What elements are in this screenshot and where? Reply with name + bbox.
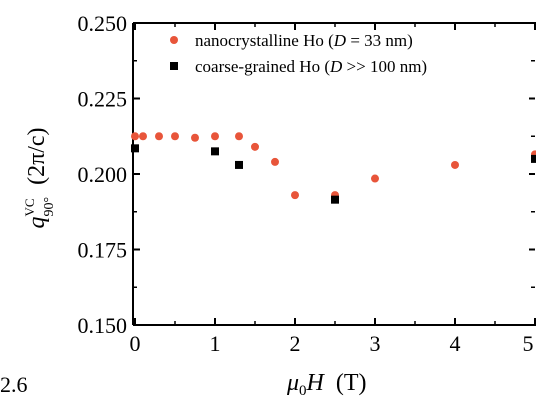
legend-entry-2: coarse-grained Ho (D >> 100 nm) — [195, 57, 427, 76]
y-tick-label: 0.200 — [78, 162, 128, 187]
data-point-square — [531, 154, 536, 163]
data-point-square — [211, 147, 219, 156]
data-point-circle — [291, 191, 299, 200]
x-tick-label: 0 — [130, 331, 141, 356]
data-point-circle — [451, 160, 459, 169]
data-point-circle — [131, 132, 139, 141]
data-point-circle — [235, 132, 243, 141]
series-layer — [131, 132, 536, 204]
x-tick-label: 3 — [370, 331, 381, 356]
data-point-circle — [155, 132, 163, 141]
data-point-circle — [139, 132, 147, 141]
data-point-square — [331, 195, 339, 204]
data-point-circle — [171, 132, 179, 141]
y-tick-label: 0.250 — [78, 11, 128, 36]
x-tick-label: 4 — [450, 331, 461, 356]
y-tick-label: 0.225 — [78, 87, 128, 112]
y-ticks: 0.150 0.175 0.200 0.225 0.250 — [78, 11, 535, 338]
y-tick-label: 0.150 — [78, 313, 128, 338]
x-axis-label: μ0H (T) — [286, 370, 367, 397]
legend-marker-square — [170, 62, 178, 70]
data-point-square — [131, 144, 139, 153]
y-axis-label-text: qVC 90° (2π/c) — [22, 127, 57, 228]
x-tick-label: 5 — [523, 331, 534, 356]
data-point-circle — [251, 142, 259, 151]
series-square — [131, 144, 536, 204]
edge-text: 2.6 — [0, 372, 28, 397]
data-point-circle — [371, 174, 379, 183]
series-circle — [131, 132, 536, 200]
y-tick-label: 0.175 — [78, 238, 128, 263]
data-point-square — [235, 160, 243, 169]
data-point-circle — [211, 132, 219, 141]
legend-entry-1: nanocrystalline Ho (D = 33 nm) — [195, 31, 413, 50]
x-tick-label: 2 — [290, 331, 301, 356]
bottom-left-fragment: 2.6 — [0, 372, 28, 397]
axis-labels: μ0H (T) qVC 90° (2π/c) — [22, 127, 367, 397]
x-ticks: 0 1 2 3 4 5 — [130, 23, 536, 356]
y-axis-label: qVC 90° (2π/c) — [22, 127, 57, 228]
data-point-circle — [191, 133, 199, 142]
data-point-circle — [271, 157, 279, 166]
x-tick-label: 1 — [210, 331, 221, 356]
legend: nanocrystalline Ho (D = 33 nm) coarse-gra… — [170, 31, 427, 76]
legend-marker-circle — [170, 36, 178, 44]
